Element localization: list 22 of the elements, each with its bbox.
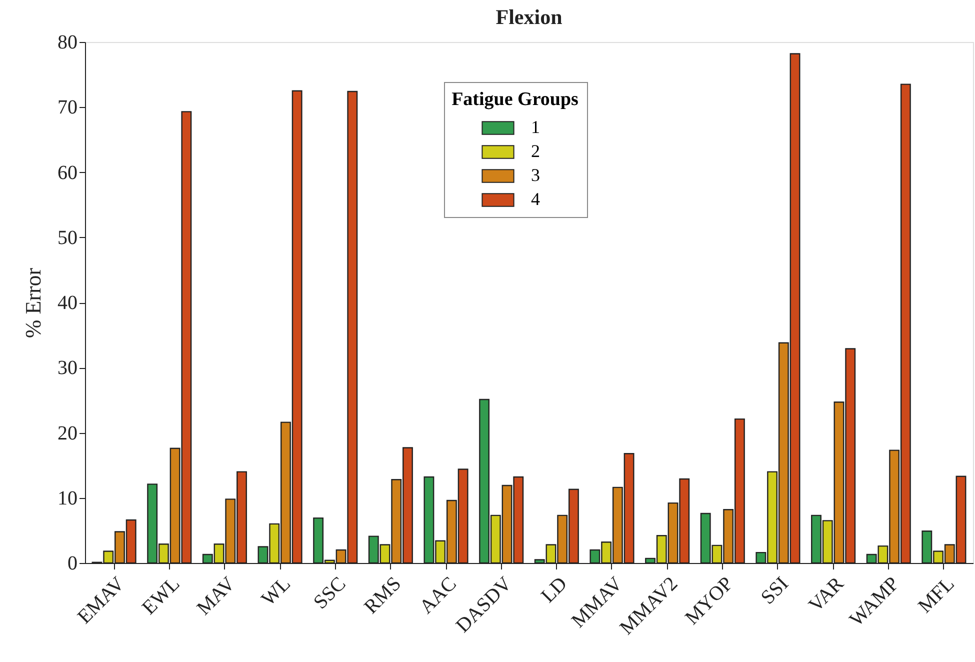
legend-label: 2	[531, 141, 540, 161]
x-tick-label: WL	[257, 572, 295, 610]
y-tick-label: 70	[58, 96, 78, 119]
y-tick-label: 10	[58, 487, 78, 510]
legend-label: 3	[531, 165, 540, 185]
x-tick-label: MFL	[914, 572, 959, 618]
x-tick-label: VAR	[804, 572, 849, 616]
y-tick-label: 40	[58, 292, 78, 314]
y-tick-label: 20	[58, 422, 78, 444]
y-tick-label: 50	[58, 226, 78, 249]
y-axis-title: % Error	[20, 267, 46, 338]
x-tick-label: SSI	[756, 572, 793, 609]
y-tick-label: 80	[58, 32, 78, 54]
y-tick-label: 0	[68, 552, 78, 574]
legend-label: 1	[531, 117, 540, 137]
legend-title: Fatigue Groups	[452, 89, 578, 110]
x-tick-label: LD	[537, 572, 572, 608]
chart-title: Flexion	[496, 5, 563, 29]
y-tick-label: 60	[58, 162, 78, 184]
legend-label: 4	[531, 189, 540, 209]
x-tick-label: SSC	[309, 572, 350, 614]
y-tick-label: 30	[58, 357, 78, 380]
